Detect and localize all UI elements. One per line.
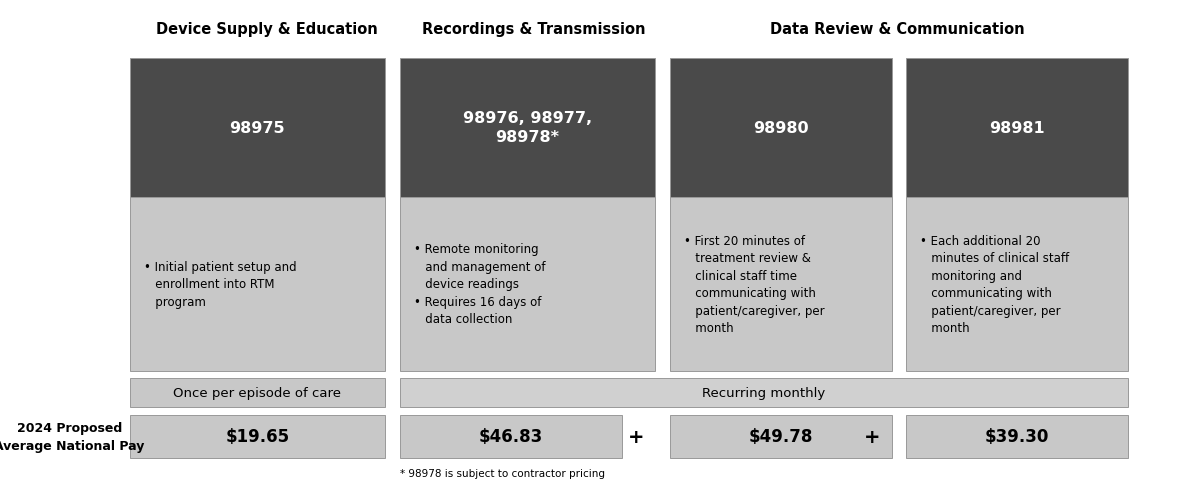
Text: $46.83: $46.83 — [479, 427, 542, 445]
Text: Once per episode of care: Once per episode of care — [173, 386, 341, 399]
Text: 2024 Proposed
Average National Pay: 2024 Proposed Average National Pay — [0, 421, 145, 452]
FancyBboxPatch shape — [400, 415, 622, 458]
Text: • First 20 minutes of
   treatment review &
   clinical staff time
   communicat: • First 20 minutes of treatment review &… — [684, 234, 824, 334]
FancyBboxPatch shape — [400, 198, 655, 371]
FancyBboxPatch shape — [400, 59, 655, 198]
Text: 98975: 98975 — [229, 121, 286, 136]
FancyBboxPatch shape — [130, 198, 385, 371]
FancyBboxPatch shape — [130, 378, 385, 407]
FancyBboxPatch shape — [130, 59, 385, 198]
FancyBboxPatch shape — [906, 198, 1128, 371]
FancyBboxPatch shape — [670, 415, 892, 458]
Text: 98980: 98980 — [752, 121, 809, 136]
FancyBboxPatch shape — [906, 415, 1128, 458]
Text: • Remote monitoring
   and management of
   device readings
• Requires 16 days o: • Remote monitoring and management of de… — [414, 243, 546, 325]
Text: • Initial patient setup and
   enrollment into RTM
   program: • Initial patient setup and enrollment i… — [144, 260, 296, 308]
Text: $39.30: $39.30 — [985, 427, 1049, 445]
Text: $19.65: $19.65 — [226, 427, 289, 445]
Text: Device Supply & Education: Device Supply & Education — [156, 22, 377, 37]
Text: Data Review & Communication: Data Review & Communication — [770, 22, 1025, 37]
Text: Recordings & Transmission: Recordings & Transmission — [422, 22, 646, 37]
Text: +: + — [628, 427, 644, 446]
Text: +: + — [864, 427, 881, 446]
FancyBboxPatch shape — [130, 415, 385, 458]
Text: • Each additional 20
   minutes of clinical staff
   monitoring and
   communica: • Each additional 20 minutes of clinical… — [920, 234, 1069, 334]
FancyBboxPatch shape — [906, 59, 1128, 198]
FancyBboxPatch shape — [670, 59, 892, 198]
Text: $49.78: $49.78 — [749, 427, 812, 445]
FancyBboxPatch shape — [670, 198, 892, 371]
FancyBboxPatch shape — [400, 378, 1128, 407]
Text: 98976, 98977,
98978*: 98976, 98977, 98978* — [463, 111, 592, 145]
Text: Recurring monthly: Recurring monthly — [702, 386, 826, 399]
Text: 98981: 98981 — [989, 121, 1045, 136]
Text: * 98978 is subject to contractor pricing: * 98978 is subject to contractor pricing — [400, 468, 605, 478]
